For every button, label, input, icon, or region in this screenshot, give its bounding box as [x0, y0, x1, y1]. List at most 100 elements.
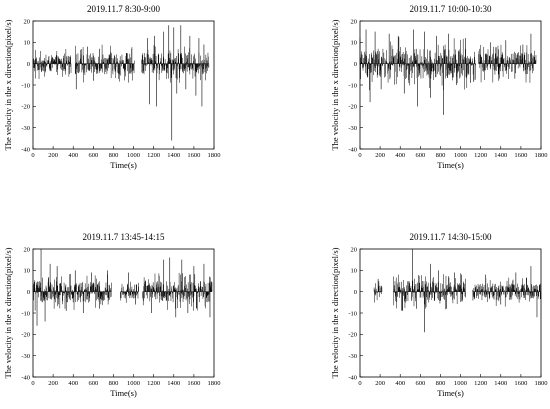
- chart-panel-3: 2019.11.7 13:45-14:150 200 400 600 800 1000 12…: [3, 232, 221, 398]
- activity-segment-1: [359, 29, 476, 115]
- x-tick-label: 600: [88, 380, 98, 387]
- velocity-series: [373, 249, 542, 333]
- y-axis-label: The velocity in the x direction(pixel/s): [3, 247, 13, 378]
- x-tick-label: 200: [375, 380, 385, 387]
- x-tick-label: 1800: [535, 380, 548, 387]
- x-tick-label: 400: [68, 152, 78, 159]
- plot-frame: [359, 20, 542, 150]
- x-tick-label: 1400: [494, 380, 507, 387]
- x-tick-label: 200: [48, 152, 58, 159]
- chart-title: 2019.11.7 14:30-15:00: [410, 232, 492, 242]
- x-axis-label: Time(s): [437, 160, 464, 170]
- x-axis-label: Time(s): [437, 388, 464, 398]
- x-tick-label: 1200: [474, 152, 487, 159]
- y-tick-label: -10: [348, 82, 357, 89]
- activity-segment-1: [32, 49, 72, 79]
- y-tick-label: -30: [21, 353, 30, 360]
- x-tick-label: 1200: [147, 152, 160, 159]
- y-tick-label: 0: [354, 61, 357, 68]
- velocity-series: [32, 249, 213, 326]
- y-tick-label: 20: [351, 246, 358, 253]
- x-tick-label: 600: [88, 152, 98, 159]
- y-tick-label: -20: [21, 332, 30, 339]
- x-tick-label: 1800: [208, 380, 221, 387]
- y-tick-label: -30: [21, 125, 30, 132]
- activity-segment-3: [472, 266, 542, 318]
- y-tick-label: 0: [27, 61, 30, 68]
- x-axis-label: Time(s): [110, 388, 137, 398]
- plot-frame: [32, 248, 215, 378]
- y-tick-label: 20: [24, 246, 31, 253]
- y-tick-label: -10: [21, 310, 30, 317]
- x-tick-label: 800: [109, 152, 119, 159]
- x-tick-label: 200: [375, 152, 385, 159]
- y-tick-label: 10: [24, 40, 31, 47]
- y-tick-label: -20: [348, 332, 357, 339]
- x-tick-label: 1400: [167, 152, 180, 159]
- x-tick-label: 600: [415, 380, 425, 387]
- y-tick-label: -40: [348, 146, 357, 153]
- plot-frame: [32, 20, 215, 150]
- velocity-series: [359, 29, 537, 115]
- x-tick-label: 1600: [187, 380, 200, 387]
- x-tick-label: 1000: [454, 152, 467, 159]
- x-tick-label: 1000: [127, 152, 140, 159]
- y-tick-label: -10: [21, 82, 30, 89]
- y-tick-label: -30: [348, 125, 357, 132]
- activity-segment-3: [142, 257, 213, 318]
- x-tick-label: 1200: [474, 380, 487, 387]
- y-tick-label: -40: [348, 374, 357, 381]
- activity-segment-1: [32, 249, 112, 326]
- chart-title: 2019.11.7 8:30-9:00: [87, 4, 160, 14]
- x-tick-label: 800: [109, 380, 119, 387]
- y-tick-label: 10: [351, 40, 358, 47]
- x-tick-label: 600: [415, 152, 425, 159]
- x-tick-label: 1600: [187, 152, 200, 159]
- x-tick-label: 800: [436, 152, 446, 159]
- y-tick-label: -30: [348, 353, 357, 360]
- x-tick-label: 400: [395, 380, 405, 387]
- plot-frame: [359, 248, 542, 378]
- x-tick-label: 1400: [494, 152, 507, 159]
- chart-panel-4: 2019.11.7 14:30-15:000 200 400 600 800 1000 12…: [330, 232, 548, 398]
- y-tick-label: 0: [27, 289, 30, 296]
- x-tick-label: 400: [395, 152, 405, 159]
- x-tick-label: 1200: [147, 380, 160, 387]
- x-tick-label: 1600: [514, 152, 527, 159]
- x-tick-label: 200: [48, 380, 58, 387]
- y-tick-label: 20: [351, 18, 358, 25]
- activity-segment-2: [74, 44, 135, 90]
- x-tick-label: 0: [358, 152, 361, 159]
- chart-panel-2: 2019.11.7 10:00-10:300 200 400 600 800 1000 12…: [330, 4, 548, 170]
- y-tick-label: -10: [348, 310, 357, 317]
- x-axis-label: Time(s): [110, 160, 137, 170]
- activity-segment-2: [120, 272, 139, 305]
- activity-segment-3: [141, 25, 210, 141]
- x-tick-label: 800: [436, 380, 446, 387]
- x-tick-label: 1600: [514, 380, 527, 387]
- y-tick-label: -20: [348, 104, 357, 111]
- chart-title: 2019.11.7 10:00-10:30: [410, 4, 492, 14]
- x-tick-label: 0: [358, 380, 361, 387]
- y-tick-label: -20: [21, 104, 30, 111]
- y-tick-label: 20: [24, 18, 31, 25]
- y-tick-label: 10: [24, 268, 31, 275]
- x-tick-label: 1800: [535, 152, 548, 159]
- y-tick-label: -40: [21, 374, 30, 381]
- y-tick-label: 0: [354, 289, 357, 296]
- activity-segment-1: [373, 278, 383, 303]
- y-axis-label: The velocity in the x direction(pixel/s): [330, 247, 340, 378]
- velocity-series: [32, 25, 210, 141]
- y-axis-label: The velocity in the x direction(pixel/s): [3, 19, 13, 150]
- activity-segment-2: [478, 33, 537, 83]
- activity-segment-2: [392, 249, 466, 333]
- x-tick-label: 1400: [167, 380, 180, 387]
- x-tick-label: 1000: [454, 380, 467, 387]
- x-tick-label: 1000: [127, 380, 140, 387]
- chart-panel-1: 2019.11.7 8:30-9:000 200 400 600 800 1000 1200…: [3, 4, 221, 170]
- y-axis-label: The velocity in the x direction(pixel/s): [330, 19, 340, 150]
- y-tick-label: 10: [351, 268, 358, 275]
- x-tick-label: 0: [31, 152, 34, 159]
- x-tick-label: 1800: [208, 152, 221, 159]
